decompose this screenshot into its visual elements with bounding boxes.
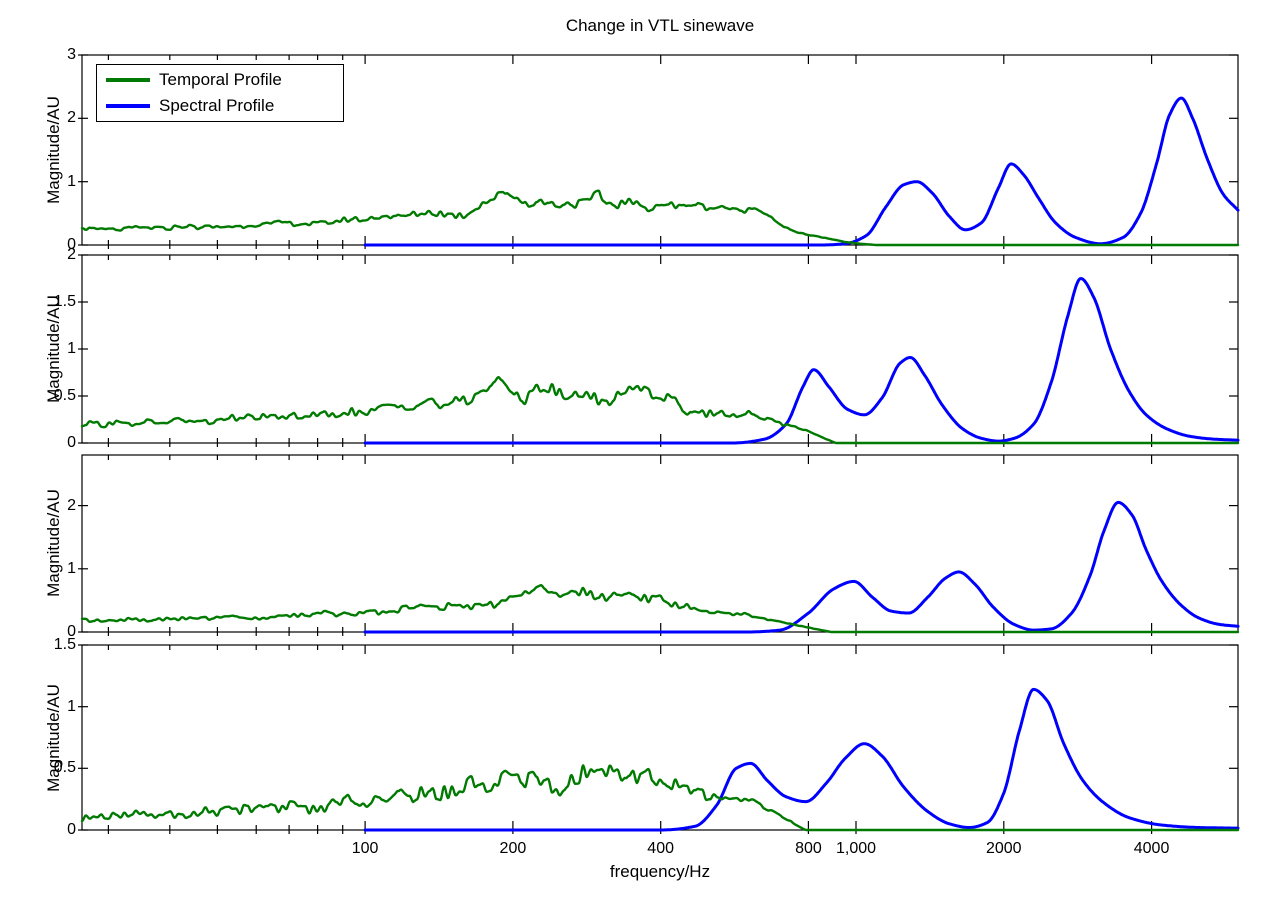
legend-swatch-spectral [106, 103, 150, 108]
y-tick-label: 0.5 [53, 387, 76, 404]
axes-box [81, 254, 1239, 444]
y-tick-label: 0.5 [53, 759, 76, 777]
x-tick-label: 4000 [1133, 840, 1170, 857]
temporal-profile-line [80, 376, 1240, 445]
y-tick-label: 0 [67, 434, 76, 451]
legend-swatch-temporal [106, 78, 150, 83]
x-tick-label: 1,000 [835, 840, 877, 857]
temporal-profile-line [80, 189, 1240, 247]
chart-title: Change in VTL sinewave [565, 16, 755, 35]
y-tick-label: 1 [67, 697, 76, 715]
axes-box [81, 644, 1239, 831]
temporal-profile-line [80, 584, 1240, 634]
y-tick-label: 2 [67, 496, 76, 514]
legend-label: Temporal Profile [159, 70, 282, 90]
y-tick-label: 3 [67, 46, 76, 63]
y-tick-label: 0 [67, 821, 76, 838]
spectral-profile-line [363, 277, 1240, 445]
y-tick-label: 2 [67, 246, 76, 263]
x-tick-label: 400 [647, 840, 675, 857]
legend: Temporal Profile Spectral Profile [96, 64, 344, 122]
y-tick-label: 0 [67, 623, 76, 640]
axes-box [81, 454, 1239, 633]
x-tick-label: 2000 [985, 840, 1022, 857]
spectral-profile-line [363, 687, 1240, 832]
spectral-profile-line [363, 96, 1240, 247]
x-tick-label: 200 [499, 840, 527, 857]
y-tick-label: 1 [67, 559, 76, 577]
y-tick-label: 1.5 [53, 293, 76, 310]
legend-label: Spectral Profile [159, 95, 275, 115]
y-tick-label: 2 [67, 109, 76, 127]
legend-item: Spectral Profile [106, 96, 334, 116]
legend-item: Temporal Profile [106, 70, 334, 90]
temporal-profile-line [80, 764, 1240, 832]
y-tick-label: 1.5 [53, 636, 76, 653]
spectral-profile-line [363, 500, 1240, 634]
y-tick-label: 1 [67, 172, 76, 190]
x-tick-label: 100 [351, 840, 379, 857]
y-tick-label: 0 [67, 236, 76, 253]
x-axis-label: frequency/Hz [609, 862, 711, 881]
x-tick-label: 800 [795, 840, 822, 857]
y-tick-label: 1 [67, 340, 76, 357]
